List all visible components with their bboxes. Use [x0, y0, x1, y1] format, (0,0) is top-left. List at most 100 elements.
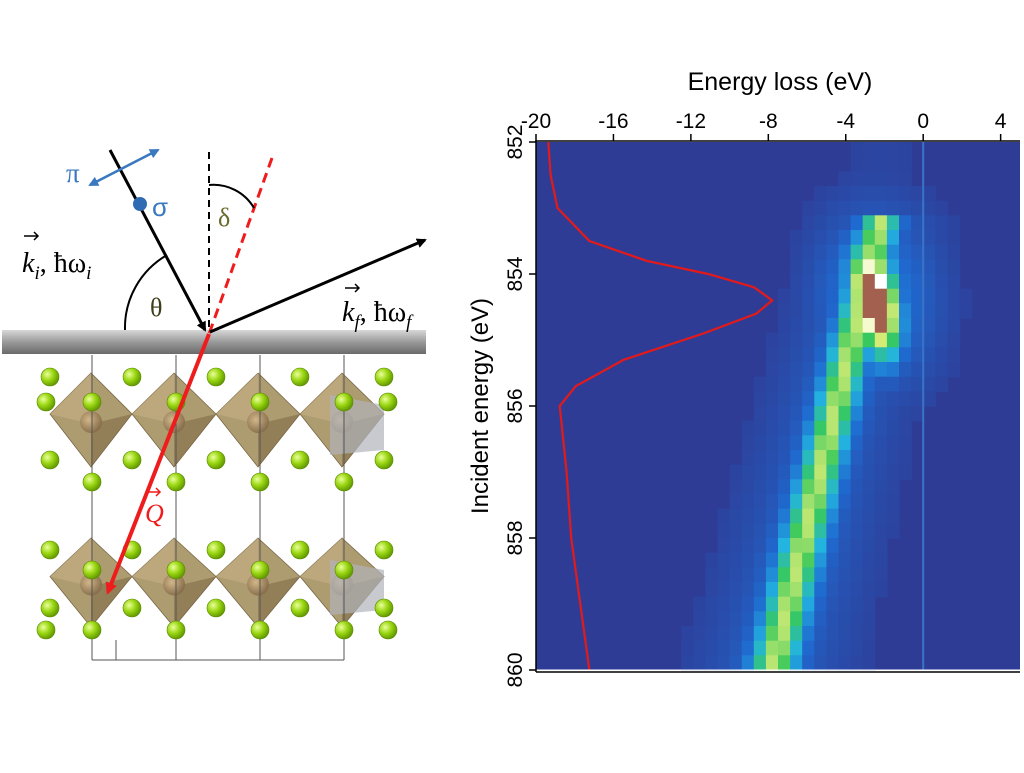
- atom-sphere: [206, 598, 226, 618]
- delta-label: δ: [218, 203, 230, 232]
- heatmap-cell: [790, 376, 803, 392]
- heatmap-cell: [814, 362, 827, 378]
- heatmap-cell: [741, 640, 755, 656]
- heatmap-cell: [778, 626, 791, 642]
- heatmap-cell: [814, 318, 827, 334]
- heatmap-cell: [802, 611, 815, 627]
- heatmap-cell: [729, 479, 743, 495]
- heatmap-cell: [790, 655, 803, 671]
- heatmap-cell: [790, 230, 803, 246]
- heatmap-cell: [886, 420, 900, 436]
- x-axis-ticks: -20 -16 -12 -8 -4 0 4: [521, 110, 1007, 141]
- atom-sphere: [206, 540, 226, 560]
- heatmap-cell: [814, 450, 827, 466]
- octahedra-layer-bottom: [49, 537, 385, 628]
- heatmap-cell: [935, 376, 948, 392]
- octahedron-face: [258, 414, 300, 467]
- atom-sphere: [290, 367, 310, 387]
- heatmap-cell: [899, 244, 912, 260]
- atom-sphere: [378, 392, 398, 412]
- heatmap-cell: [862, 171, 876, 187]
- heatmap-cell: [826, 494, 840, 510]
- heatmap-cell: [778, 376, 791, 392]
- heatmap-cell: [935, 288, 948, 304]
- y-axis-title: Incident energy (eV): [467, 298, 494, 514]
- heatmap-cell: [947, 288, 961, 304]
- delta-arc: [208, 183, 255, 209]
- heatmap-cell: [790, 420, 803, 436]
- heatmap-cell: [826, 655, 840, 671]
- heatmap-cell: [765, 596, 779, 612]
- x-tick-label: -20: [521, 110, 551, 133]
- heatmap-cell: [874, 274, 888, 290]
- heatmap-cell: [741, 611, 755, 627]
- atom-sphere: [40, 540, 60, 560]
- heatmap-cell: [862, 230, 876, 246]
- heatmap-cell: [947, 274, 961, 290]
- heatmap-cell: [693, 655, 706, 671]
- heatmap-cell: [899, 406, 912, 422]
- heatmap-cell: [838, 303, 852, 319]
- heatmap-cell: [886, 171, 900, 187]
- heatmap-cell: [850, 567, 864, 583]
- heatmap-cell: [741, 494, 755, 510]
- heatmap-cell: [874, 215, 888, 231]
- heatmap-cell: [850, 435, 864, 451]
- heatmap-cell: [899, 142, 912, 158]
- heatmap-cell: [947, 215, 961, 231]
- heatmap-cell: [826, 420, 840, 436]
- heatmap-cell: [947, 362, 961, 378]
- heatmap-cell: [862, 391, 876, 407]
- heatmap-cell: [862, 259, 876, 275]
- heatmap-cell: [850, 215, 864, 231]
- heatmap-cell: [765, 435, 779, 451]
- heatmap-cell: [753, 479, 767, 495]
- heatmap-cell: [802, 274, 815, 290]
- octahedron-face: [50, 538, 91, 587]
- heatmap-cell: [826, 186, 840, 202]
- heatmap-cell: [923, 274, 936, 290]
- octahedron-center-atom: [247, 411, 269, 433]
- heatmap-cell: [911, 391, 924, 407]
- heatmap-cell: [790, 391, 803, 407]
- heatmap-cell: [886, 303, 900, 319]
- heatmap-cell: [874, 567, 888, 583]
- heatmap-cell: [899, 274, 912, 290]
- heatmap-cell: [886, 318, 900, 334]
- heatmap-cell: [778, 420, 791, 436]
- heatmap-cell: [935, 362, 948, 378]
- heatmap-cell: [886, 244, 900, 260]
- heatmap-cell: [899, 362, 912, 378]
- heatmap-cell: [862, 332, 876, 348]
- heatmap-cell: [790, 640, 803, 656]
- y-tick-label: 852: [504, 124, 527, 159]
- heatmap-cell: [862, 435, 876, 451]
- heatmap-cell: [826, 640, 840, 656]
- heatmap-cell: [935, 215, 948, 231]
- heatmap-cell: [814, 479, 827, 495]
- heatmap-cell: [911, 318, 924, 334]
- octahedron-face: [91, 576, 132, 627]
- heatmap-cell: [814, 538, 827, 554]
- heatmap-cell: [802, 215, 815, 231]
- heatmap-cell: [814, 420, 827, 436]
- heatmap-cell: [814, 655, 827, 671]
- xas-profile-line: [547, 141, 774, 671]
- heatmap-cell: [862, 464, 876, 480]
- heatmap-cell: [765, 362, 779, 378]
- heatmap-cell: [778, 362, 791, 378]
- heatmap-cell: [923, 288, 936, 304]
- heatmap-cell: [802, 596, 815, 612]
- outgoing-w-sub: f: [406, 312, 414, 333]
- heatmap-cell: [874, 362, 888, 378]
- heatmap-cell: [814, 494, 827, 510]
- heatmap-cell: [826, 479, 840, 495]
- heatmap-cell: [874, 288, 888, 304]
- heatmap-cell: [705, 640, 719, 656]
- x-tick-label: 0: [917, 110, 929, 133]
- heatmap-cell: [802, 406, 815, 422]
- atom-sphere: [206, 450, 226, 470]
- q-vector-label: Q: [145, 487, 164, 528]
- outgoing-k: k: [342, 297, 355, 328]
- heatmap-cell: [886, 142, 900, 158]
